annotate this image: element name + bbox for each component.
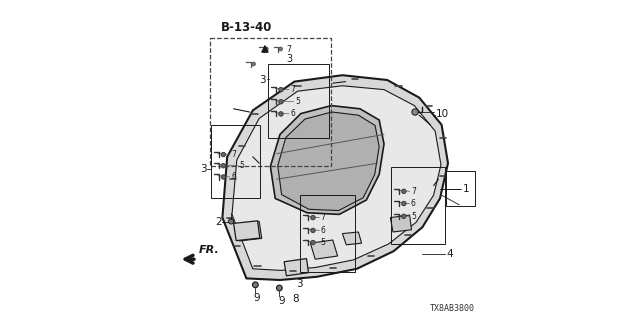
Circle shape (221, 152, 226, 157)
Circle shape (221, 164, 226, 168)
Bar (268, 64, 329, 138)
Text: B-13-40: B-13-40 (221, 21, 272, 34)
Circle shape (264, 47, 268, 51)
Text: 8: 8 (292, 294, 300, 304)
Polygon shape (342, 232, 362, 245)
Circle shape (311, 215, 315, 220)
Text: 7: 7 (411, 187, 416, 196)
Circle shape (311, 240, 315, 245)
Bar (447, 171, 475, 206)
Circle shape (402, 189, 406, 194)
Text: 5: 5 (321, 238, 326, 247)
Text: 2: 2 (215, 217, 221, 227)
Text: 5: 5 (239, 161, 244, 170)
Circle shape (412, 109, 419, 115)
Text: 1: 1 (463, 184, 469, 194)
Text: TX8AB3800: TX8AB3800 (430, 304, 475, 313)
Text: 3: 3 (287, 54, 292, 64)
Text: 3: 3 (296, 279, 303, 289)
Text: 9: 9 (253, 292, 260, 303)
Circle shape (279, 47, 283, 51)
Polygon shape (390, 215, 412, 232)
Bar (391, 167, 445, 244)
Text: 6: 6 (411, 199, 416, 208)
Text: 5: 5 (411, 212, 416, 221)
Text: 6: 6 (291, 109, 295, 118)
Circle shape (311, 228, 315, 233)
Polygon shape (270, 106, 384, 214)
Circle shape (228, 219, 234, 224)
Text: 10: 10 (436, 108, 449, 119)
Circle shape (276, 285, 282, 291)
Text: 3: 3 (200, 164, 207, 174)
Polygon shape (284, 259, 308, 276)
Text: 5: 5 (295, 97, 300, 106)
Bar (211, 125, 260, 198)
Text: FR.: FR. (198, 244, 219, 255)
Bar (210, 38, 332, 166)
Circle shape (279, 87, 284, 92)
Text: 7: 7 (321, 213, 326, 222)
Circle shape (253, 282, 259, 288)
Polygon shape (310, 240, 338, 259)
Circle shape (252, 62, 255, 66)
Text: 6: 6 (321, 226, 326, 235)
Polygon shape (232, 86, 441, 270)
Circle shape (221, 175, 226, 179)
Circle shape (402, 201, 406, 206)
Text: 3: 3 (260, 75, 266, 85)
Bar (300, 195, 355, 272)
Circle shape (279, 112, 284, 116)
Circle shape (279, 100, 284, 104)
Text: 6: 6 (231, 172, 236, 181)
Text: 9: 9 (278, 296, 285, 306)
Polygon shape (234, 221, 260, 241)
Text: 7: 7 (291, 85, 295, 94)
Text: 7: 7 (231, 150, 236, 159)
Polygon shape (223, 75, 448, 280)
Polygon shape (237, 221, 262, 241)
Circle shape (402, 214, 406, 219)
Polygon shape (278, 112, 380, 211)
Text: 4: 4 (447, 249, 453, 259)
Text: 7: 7 (287, 45, 291, 54)
